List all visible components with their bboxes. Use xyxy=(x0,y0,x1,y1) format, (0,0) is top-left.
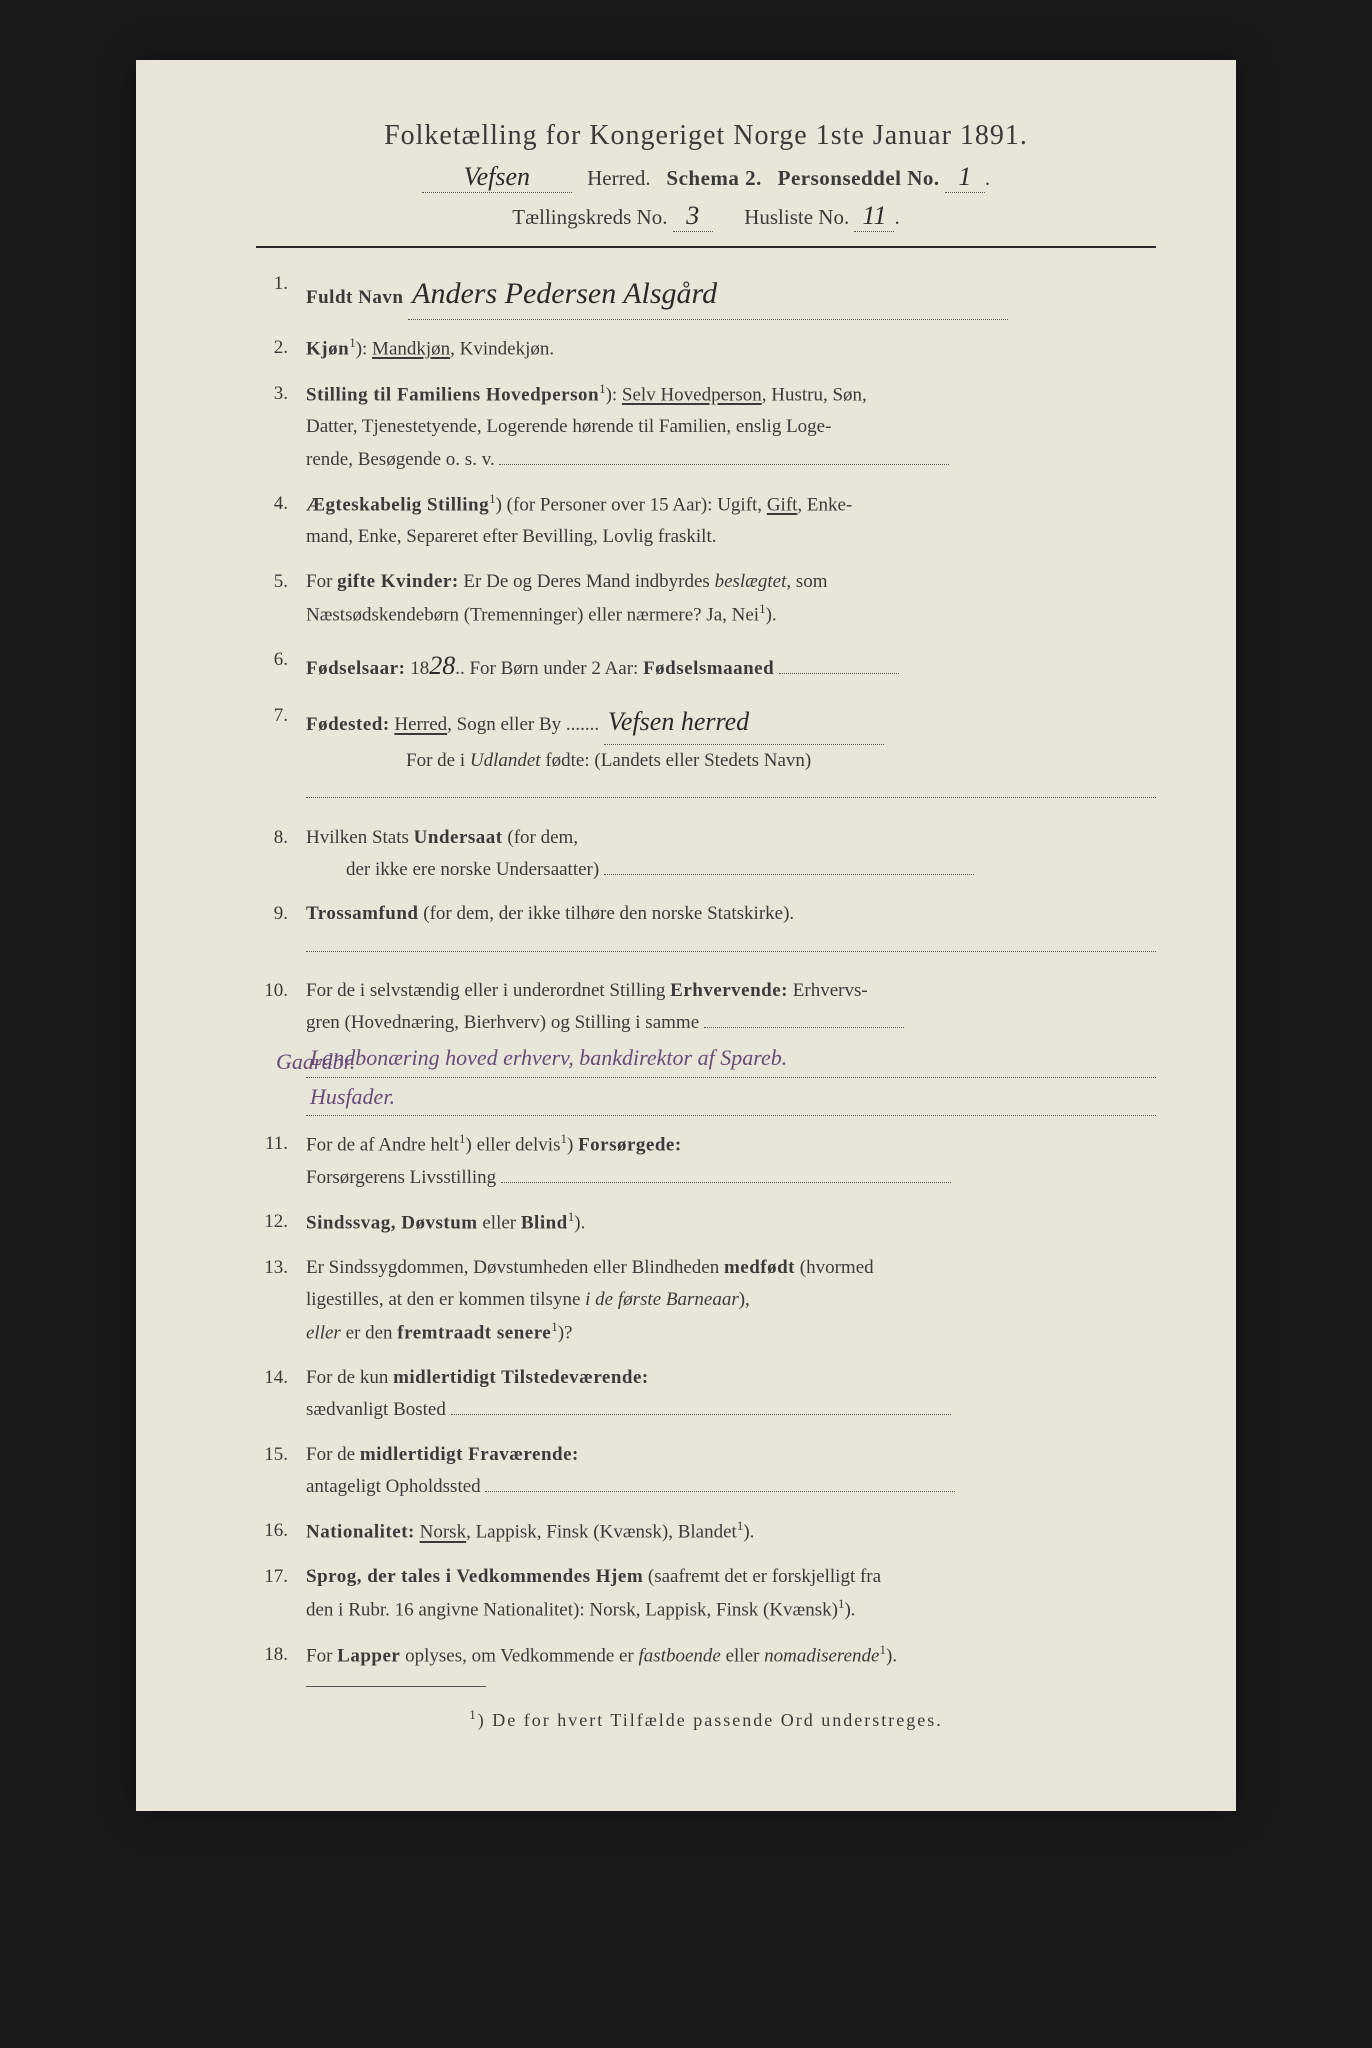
q7-label: Fødested: xyxy=(306,714,390,735)
num-2: 2. xyxy=(256,332,306,366)
census-form: Folketælling for Kongeriget Norge 1ste J… xyxy=(136,60,1236,1811)
husliste-no: 11 xyxy=(854,201,894,232)
row-17: 17. Sprog, der tales i Vedkommendes Hjem… xyxy=(256,1561,1156,1627)
q10-margin-note: Gaardbr. xyxy=(276,1043,355,1080)
q3-line2: Datter, Tjenestetyende, Logerende hørend… xyxy=(306,416,831,437)
q1-label: Fuldt Navn xyxy=(306,287,403,308)
q7-selected: Herred xyxy=(394,714,447,735)
num-5: 5. xyxy=(256,566,306,632)
q4-label: Ægteskabelig Stilling xyxy=(306,494,489,515)
kreds-no: 3 xyxy=(673,201,713,232)
row-16: 16. Nationalitet: Norsk, Lappisk, Finsk … xyxy=(256,1515,1156,1549)
q3-label: Stilling til Familiens Hovedperson xyxy=(306,384,599,405)
husliste-label: Husliste No. xyxy=(744,205,849,229)
row-12: 12. Sindssvag, Døvstum eller Blind1). xyxy=(256,1206,1156,1240)
divider xyxy=(256,246,1156,248)
row-4: 4. Ægteskabelig Stilling1) (for Personer… xyxy=(256,488,1156,554)
herred-label: Herred. xyxy=(587,166,651,190)
num-1: 1. xyxy=(256,268,306,320)
q4-line2: mand, Enke, Separeret efter Bevilling, L… xyxy=(306,526,717,547)
person-no: 1 xyxy=(945,162,985,193)
row-6: 6. Fødselsaar: 1828.. For Børn under 2 A… xyxy=(256,644,1156,688)
q8-line2: der ikke ere norske Undersaatter) xyxy=(306,859,599,880)
num-18: 18. xyxy=(256,1639,306,1673)
q3-line3: rende, Besøgende o. s. v. xyxy=(306,449,495,470)
herred-value: Vefsen xyxy=(422,162,572,193)
row-8: 8. Hvilken Stats Undersaat (for dem, der… xyxy=(256,822,1156,887)
footnote-rule xyxy=(306,1686,486,1687)
num-16: 16. xyxy=(256,1515,306,1549)
form-title: Folketælling for Kongeriget Norge 1ste J… xyxy=(256,120,1156,152)
row-5: 5. For gifte Kvinder: Er De og Deres Man… xyxy=(256,566,1156,632)
schema-label: Schema 2. xyxy=(666,166,762,190)
q3-selected: Selv Hovedperson xyxy=(622,384,762,405)
row-9: 9. Trossamfund (for dem, der ikke tilhør… xyxy=(256,898,1156,963)
q4-selected: Gift xyxy=(767,494,798,515)
num-4: 4. xyxy=(256,488,306,554)
row-15: 15. For de midlertidigt Fraværende: anta… xyxy=(256,1439,1156,1504)
row-14: 14. For de kun midlertidigt Tilstedevære… xyxy=(256,1362,1156,1427)
footnote-text: ) De for hvert Tilfælde passende Ord und… xyxy=(478,1710,943,1730)
q10-line2: gren (Hovednæring, Bierhverv) og Stillin… xyxy=(306,1012,699,1033)
header-line-2: Vefsen Herred. Schema 2. Personseddel No… xyxy=(256,162,1156,193)
q2-opt2: Kvindekjøn. xyxy=(460,338,554,359)
num-6: 6. xyxy=(256,644,306,688)
row-11: 11. For de af Andre helt1) eller delvis1… xyxy=(256,1128,1156,1194)
q11-line2: Forsørgerens Livsstilling xyxy=(306,1167,496,1188)
q1-value: Anders Pedersen Alsgård xyxy=(408,268,1008,320)
q17-line2: den i Rubr. 16 angivne Nationalitet): No… xyxy=(306,1599,838,1620)
num-9: 9. xyxy=(256,898,306,963)
q9-label: Trossamfund xyxy=(306,903,419,924)
q2-label: Kjøn xyxy=(306,338,349,359)
num-17: 17. xyxy=(256,1561,306,1627)
row-10: 10. For de i selvstændig eller i underor… xyxy=(256,975,1156,1116)
row-13: 13. Er Sindssygdommen, Døvstumheden elle… xyxy=(256,1252,1156,1350)
num-12: 12. xyxy=(256,1206,306,1240)
row-3: 3. Stilling til Familiens Hovedperson1):… xyxy=(256,378,1156,476)
footnote: 1) De for hvert Tilfælde passende Ord un… xyxy=(256,1707,1156,1731)
num-11: 11. xyxy=(256,1128,306,1194)
num-13: 13. xyxy=(256,1252,306,1350)
row-1: 1. Fuldt Navn Anders Pedersen Alsgård xyxy=(256,268,1156,320)
row-18: 18. For Lapper oplyses, om Vedkommende e… xyxy=(256,1639,1156,1673)
num-8: 8. xyxy=(256,822,306,887)
num-14: 14. xyxy=(256,1362,306,1427)
q10-hand1: Landbonæring hoved erhverv, bankdirektor… xyxy=(306,1039,1156,1077)
q5-line2: Næstsødskendebørn (Tremenninger) eller n… xyxy=(306,604,759,625)
kreds-label: Tællingskreds No. xyxy=(512,205,667,229)
row-2: 2. Kjøn1): Mandkjøn, Kvindekjøn. xyxy=(256,332,1156,366)
num-7: 7. xyxy=(256,700,306,810)
q16-label: Nationalitet: xyxy=(306,1522,415,1543)
num-15: 15. xyxy=(256,1439,306,1504)
q14-line2: sædvanligt Bosted xyxy=(306,1399,446,1420)
q6-label: Fødselsaar: xyxy=(306,658,405,679)
q10-hand2: Husfader. xyxy=(306,1078,1156,1116)
person-label: Personseddel No. xyxy=(778,166,940,190)
q16-selected: Norsk xyxy=(420,1522,466,1543)
num-3: 3. xyxy=(256,378,306,476)
q7-value: Vefsen herred xyxy=(604,700,884,745)
header-line-3: Tællingskreds No. 3 Husliste No. 11. xyxy=(256,201,1156,232)
row-7: 7. Fødested: Herred, Sogn eller By .....… xyxy=(256,700,1156,810)
q6-year: 28 xyxy=(429,651,455,680)
q2-selected: Mandkjøn xyxy=(372,338,450,359)
q15-line2: antageligt Opholdssted xyxy=(306,1476,481,1497)
